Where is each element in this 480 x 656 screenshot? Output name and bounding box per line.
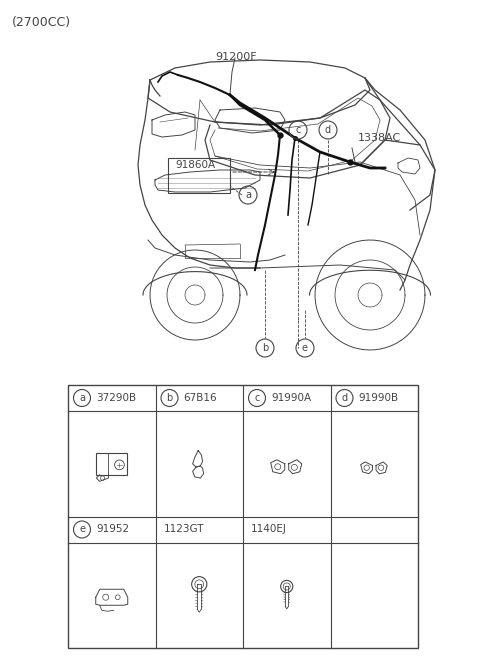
Text: e: e: [79, 525, 85, 535]
Text: 91990B: 91990B: [359, 393, 398, 403]
Bar: [168, 158, 230, 193]
Text: e: e: [302, 343, 308, 353]
Text: 37290B: 37290B: [96, 393, 136, 403]
Text: 1338AC: 1338AC: [358, 133, 401, 143]
Text: a: a: [79, 393, 85, 403]
Bar: [68, 385, 418, 648]
Text: d: d: [325, 125, 331, 135]
Bar: [96, 453, 127, 475]
Text: 1123GT: 1123GT: [164, 525, 204, 535]
Text: 91990A: 91990A: [271, 393, 311, 403]
Text: 1140EJ: 1140EJ: [251, 525, 287, 535]
Text: a: a: [245, 190, 251, 200]
Text: 91952: 91952: [96, 525, 129, 535]
Text: 91200F: 91200F: [215, 52, 257, 62]
Text: d: d: [341, 393, 348, 403]
Text: b: b: [167, 393, 173, 403]
Text: c: c: [295, 125, 300, 135]
Text: 91860A: 91860A: [175, 160, 215, 170]
Text: c: c: [254, 393, 260, 403]
Text: (2700CC): (2700CC): [12, 16, 71, 29]
Text: b: b: [262, 343, 268, 353]
Text: 67B16: 67B16: [183, 393, 217, 403]
